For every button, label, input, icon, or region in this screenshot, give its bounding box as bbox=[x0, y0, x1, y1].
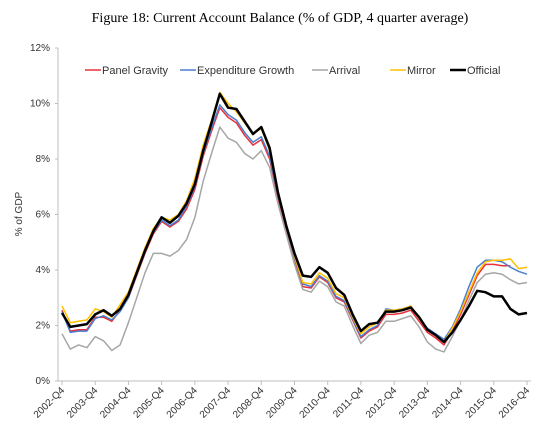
x-tick-label: 2005-Q4 bbox=[131, 385, 167, 421]
y-tick-label: 2% bbox=[36, 321, 51, 332]
y-tick-label: 12% bbox=[30, 43, 50, 54]
y-tick-label: 4% bbox=[36, 265, 51, 276]
y-tick-label: 10% bbox=[30, 99, 50, 110]
y-tick-label: 0% bbox=[36, 376, 51, 387]
y-tick-label: 6% bbox=[36, 210, 51, 221]
legend-label: Expenditure Growth bbox=[197, 65, 294, 77]
x-tick-label: 2002-Q4 bbox=[32, 385, 68, 421]
x-tick-label: 2013-Q4 bbox=[397, 385, 433, 421]
legend-label: Official bbox=[467, 65, 500, 77]
x-tick-label: 2010-Q4 bbox=[298, 385, 334, 421]
x-tick-label: 2014-Q4 bbox=[430, 385, 466, 421]
x-tick-label: 2003-Q4 bbox=[65, 385, 101, 421]
legend-label: Arrival bbox=[329, 65, 360, 77]
x-tick-label: 2008-Q4 bbox=[231, 385, 267, 421]
x-tick-label: 2015-Q4 bbox=[464, 385, 500, 421]
legend-label: Mirror bbox=[407, 65, 436, 77]
y-axis-label: % of GDP bbox=[14, 191, 25, 236]
legend-label: Panel Gravity bbox=[102, 65, 169, 77]
x-tick-label: 2011-Q4 bbox=[331, 385, 366, 420]
x-tick-label: 2012-Q4 bbox=[364, 385, 400, 421]
series-line bbox=[61, 104, 528, 341]
x-tick-label: 2006-Q4 bbox=[165, 385, 201, 421]
series-line bbox=[61, 91, 528, 343]
chart-title: Figure 18: Current Account Balance (% of… bbox=[92, 11, 469, 26]
y-tick-label: 8% bbox=[36, 154, 51, 165]
x-tick-label: 2007-Q4 bbox=[198, 385, 234, 421]
x-tick-label: 2004-Q4 bbox=[98, 385, 134, 421]
series-line bbox=[61, 126, 528, 353]
series-line bbox=[60, 92, 528, 344]
x-tick-label: 2016-Q4 bbox=[497, 385, 533, 421]
x-tick-label: 2009-Q4 bbox=[264, 385, 300, 421]
